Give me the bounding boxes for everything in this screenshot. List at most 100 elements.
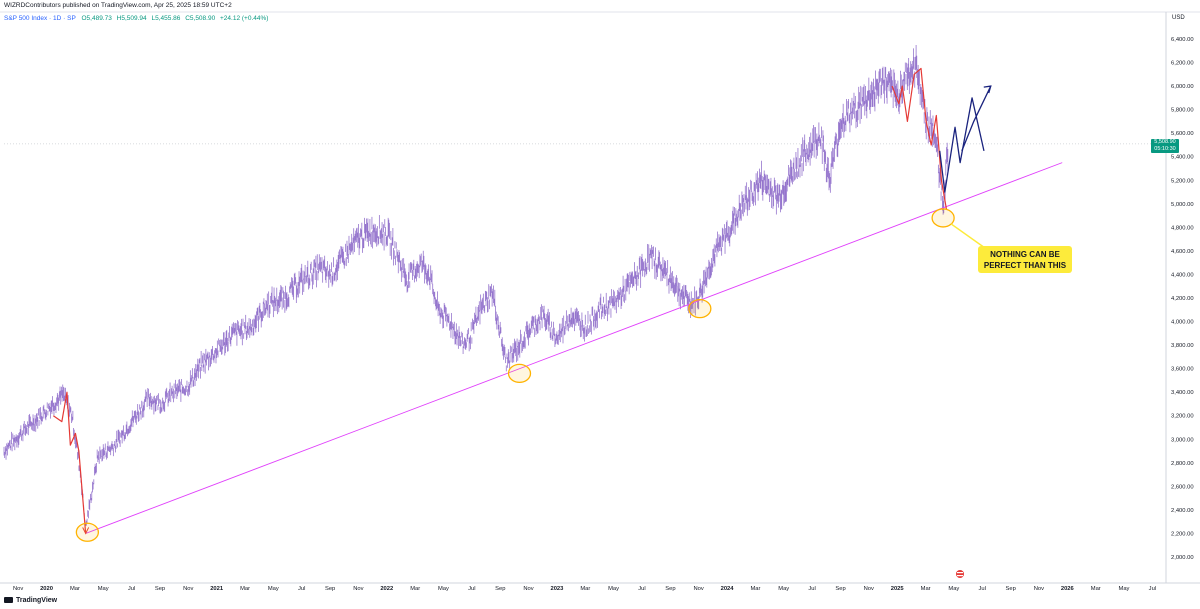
- x-tick-label: Mar: [70, 586, 80, 592]
- red-drop-path: [52, 391, 87, 534]
- y-tick-label: 3,000.00: [1171, 437, 1194, 443]
- x-tick-label: Sep: [1006, 586, 1016, 592]
- y-tick-label: 2,200.00: [1171, 531, 1194, 537]
- support-circle: [931, 208, 955, 228]
- x-tick-label: Nov: [1034, 586, 1044, 592]
- x-tick-label: Nov: [864, 586, 874, 592]
- x-tick-label: Nov: [523, 586, 533, 592]
- y-tick-label: 4,200.00: [1171, 296, 1194, 302]
- tradingview-logo[interactable]: TradingView: [4, 597, 57, 604]
- blue-projection-path: [939, 97, 985, 193]
- flag-stripe: [957, 575, 963, 577]
- y-tick-label: 2,400.00: [1171, 508, 1194, 514]
- tv-logo-text: TradingView: [16, 597, 58, 604]
- tv-logo-icon: [4, 597, 13, 604]
- high-value: H5,509.94: [116, 15, 147, 22]
- x-tick-label: 2022: [380, 586, 393, 592]
- x-tick-label: Jul: [1149, 586, 1156, 592]
- support-circle: [688, 298, 712, 319]
- callout-pointer: [950, 223, 986, 249]
- y-tick-label: 5,200.00: [1171, 178, 1194, 184]
- x-tick-label: May: [438, 586, 449, 592]
- x-tick-label: Nov: [693, 586, 703, 592]
- y-tick-label: 6,400.00: [1171, 37, 1194, 43]
- x-tick-label: 2024: [721, 586, 735, 592]
- x-tick-label: Mar: [240, 586, 250, 592]
- chart-grid: [0, 11, 1200, 145]
- x-tick-label: Mar: [410, 586, 420, 592]
- x-tick-label: May: [98, 586, 109, 592]
- y-tick-label: 5,600.00: [1171, 131, 1194, 137]
- drawing-overlays: [52, 67, 1063, 542]
- y-tick-label: 3,400.00: [1171, 390, 1194, 396]
- support-circle: [507, 363, 532, 383]
- annotation-callout[interactable]: NOTHING CAN BE PERFECT THAN THIS: [978, 246, 1072, 273]
- x-tick-label: Jul: [468, 586, 475, 592]
- y-tick-label: 2,600.00: [1171, 484, 1194, 490]
- x-tick-label: 2025: [891, 586, 905, 592]
- red-drop-path-2: [891, 67, 948, 210]
- support-trendline: [85, 162, 1063, 534]
- open-value: O5,489.73: [81, 15, 112, 22]
- x-tick-label: 2020: [40, 586, 53, 592]
- publish-info: WIZRDContributors published on TradingVi…: [4, 2, 232, 9]
- x-tick-label: May: [268, 586, 279, 592]
- x-tick-label: Nov: [13, 586, 23, 592]
- x-tick-label: May: [608, 586, 619, 592]
- x-tick-label: Jul: [298, 586, 305, 592]
- last-price-tag: 5,508.90 05:10:30: [1151, 139, 1179, 153]
- y-tick-label: 6,200.00: [1171, 61, 1194, 67]
- x-tick-label: Mar: [921, 586, 931, 592]
- x-tick-label: 2021: [210, 586, 224, 592]
- y-tick-label: 5,800.00: [1171, 108, 1194, 114]
- price-bars: [3, 44, 949, 529]
- x-tick-label: Jul: [128, 586, 135, 592]
- y-axis-title: USD: [1172, 15, 1185, 21]
- blue-projection-path-2: [961, 85, 992, 152]
- last-price: 5,508.90: [1154, 139, 1176, 145]
- close-value: C5,508.90: [185, 15, 216, 22]
- flag-stripe: [957, 572, 963, 574]
- y-tick-label: 6,000.00: [1171, 84, 1194, 90]
- x-tick-label: May: [778, 586, 789, 592]
- y-tick-label: 4,400.00: [1171, 272, 1194, 278]
- y-tick-label: 4,600.00: [1171, 249, 1194, 255]
- x-tick-label: Mar: [580, 586, 590, 592]
- y-tick-label: 5,400.00: [1171, 155, 1194, 161]
- y-axis: 6,400.00 6,200.00 6,000.00 5,800.00 5,600.00…: [1165, 12, 1194, 583]
- y-tick-label: 2,000.00: [1171, 555, 1194, 561]
- x-tick-label: 2026: [1061, 586, 1075, 592]
- y-tick-label: 2,800.00: [1171, 461, 1194, 467]
- support-circle: [75, 522, 100, 542]
- x-tick-label: Sep: [155, 586, 165, 592]
- x-tick-label: Sep: [835, 586, 845, 592]
- x-tick-label: Jul: [979, 586, 986, 592]
- x-tick-label: Sep: [665, 586, 675, 592]
- x-tick-label: May: [948, 586, 959, 592]
- x-tick-label: Nov: [353, 586, 363, 592]
- x-axis: Nov 2020 Mar May Jul Sep Nov 2021 Mar May Jul Sep No…: [0, 570, 1200, 592]
- x-tick-label: Mar: [1091, 586, 1101, 592]
- x-tick-label: Jul: [638, 586, 645, 592]
- bar-countdown: 05:10:30: [1154, 146, 1176, 152]
- low-value: L5,455.86: [151, 15, 181, 22]
- x-tick-label: Sep: [495, 586, 505, 592]
- ohlc-values: O5,489.73 H5,509.94 L5,455.86 C5,508.90 …: [81, 15, 271, 22]
- x-tick-label: Jul: [808, 586, 815, 592]
- symbol-name[interactable]: S&P 500 Index · 1D · SP: [4, 15, 76, 22]
- y-tick-label: 5,000.00: [1171, 202, 1194, 208]
- change-value: +24.12 (+0.44%): [220, 15, 269, 22]
- y-tick-label: 4,000.00: [1171, 320, 1194, 326]
- x-tick-label: Mar: [750, 586, 760, 592]
- y-tick-label: 3,800.00: [1171, 343, 1194, 349]
- y-tick-label: 3,600.00: [1171, 367, 1194, 373]
- x-tick-label: May: [1119, 586, 1130, 592]
- drop-arrowhead: [82, 527, 90, 535]
- projection-arrowhead: [983, 85, 992, 94]
- x-tick-label: Nov: [183, 586, 193, 592]
- us-flag-icon: [956, 570, 964, 578]
- symbol-legend[interactable]: S&P 500 Index · 1D · SP O5,489.73 H5,509…: [4, 15, 271, 22]
- y-tick-label: 4,800.00: [1171, 225, 1194, 231]
- y-tick-label: 3,200.00: [1171, 414, 1194, 420]
